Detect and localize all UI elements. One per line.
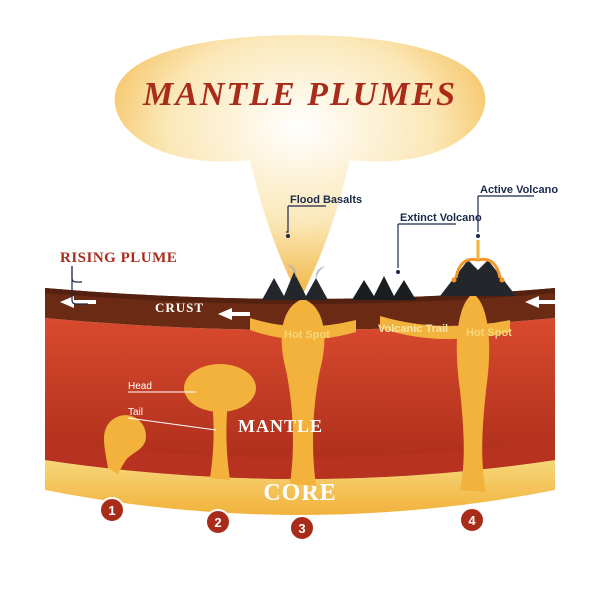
num-4: 4 bbox=[460, 508, 484, 532]
svg-text:1: 1 bbox=[108, 503, 115, 518]
active-volcano-label: Active Volcano bbox=[480, 184, 558, 196]
hotspot-label-2: Hot Spot bbox=[466, 327, 512, 339]
active-volcano-group bbox=[440, 240, 516, 296]
volcanic-trail-group bbox=[352, 276, 416, 300]
num-3: 3 bbox=[290, 516, 314, 540]
rising-plume-title: RISING PLUME bbox=[60, 250, 177, 266]
tail-label: Tail bbox=[128, 407, 143, 418]
mantle-plumes-diagram: MANTLE PLUMES CORE bbox=[0, 0, 600, 600]
diagram-title: MANTLE PLUMES bbox=[142, 76, 457, 113]
cross-section: CORE CRUST bbox=[45, 288, 555, 540]
flood-basalts-group bbox=[262, 264, 328, 300]
extinct-volcano-label: Extinct Volcano bbox=[400, 212, 482, 224]
head-label: Head bbox=[128, 381, 152, 392]
hotspot-label-1: Hot Spot bbox=[284, 329, 330, 341]
flood-basalts-label: Flood Basalts bbox=[290, 194, 362, 206]
num-2: 2 bbox=[206, 510, 230, 534]
svg-text:3: 3 bbox=[298, 521, 305, 536]
svg-text:4: 4 bbox=[468, 513, 476, 528]
svg-text:2: 2 bbox=[214, 515, 221, 530]
volcanic-trail-label: Volcanic Trail bbox=[378, 323, 448, 335]
crust-label: CRUST bbox=[155, 300, 204, 315]
num-1: 1 bbox=[100, 498, 124, 522]
mantle-label: MANTLE bbox=[238, 416, 323, 436]
